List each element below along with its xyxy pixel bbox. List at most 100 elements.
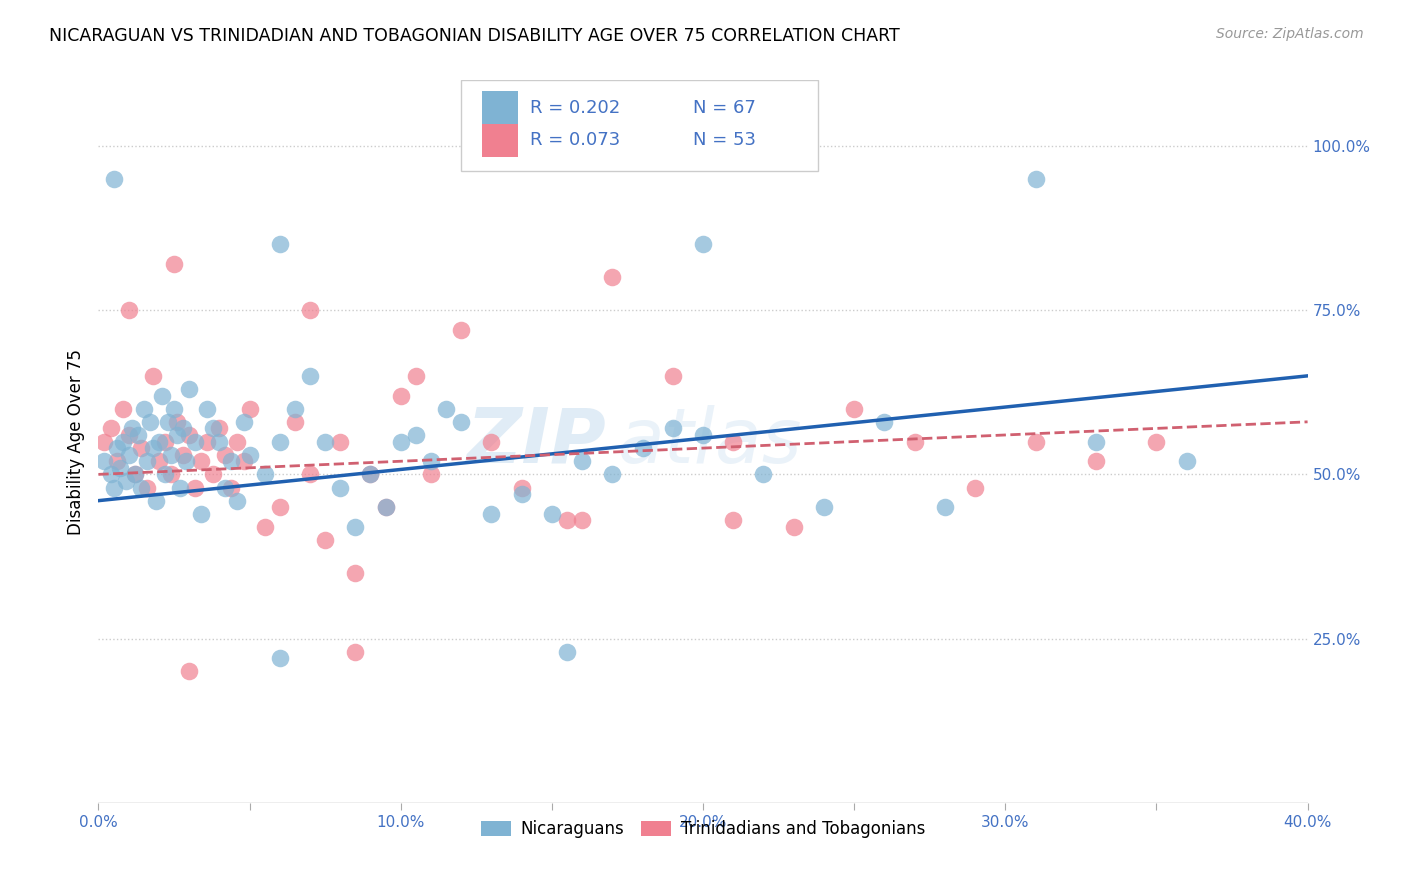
Point	[723, 513, 745, 527]
Text: R = 0.202: R = 0.202	[530, 99, 620, 117]
Point	[239, 448, 262, 462]
Point	[661, 421, 683, 435]
Point	[450, 415, 472, 429]
Point	[510, 481, 533, 495]
Text: NICARAGUAN VS TRINIDADIAN AND TOBAGONIAN DISABILITY AGE OVER 75 CORRELATION CHAR: NICARAGUAN VS TRINIDADIAN AND TOBAGONIAN…	[49, 27, 900, 45]
Point	[269, 237, 291, 252]
Point	[1144, 434, 1167, 449]
Point	[631, 441, 654, 455]
Point	[202, 421, 225, 435]
Point	[510, 487, 533, 501]
Point	[873, 415, 896, 429]
Point	[93, 454, 115, 468]
Point	[184, 434, 207, 449]
Point	[232, 454, 254, 468]
Point	[420, 467, 443, 482]
FancyBboxPatch shape	[482, 92, 517, 124]
Point	[934, 500, 956, 515]
Point	[179, 428, 201, 442]
Point	[214, 481, 236, 495]
Point	[103, 481, 125, 495]
Point	[163, 401, 186, 416]
Point	[405, 428, 427, 442]
Point	[148, 434, 170, 449]
Point	[195, 401, 218, 416]
Point	[602, 467, 624, 482]
Point	[253, 520, 276, 534]
Point	[150, 388, 173, 402]
Point	[208, 421, 231, 435]
Point	[132, 401, 155, 416]
Point	[481, 507, 503, 521]
Legend: Nicaraguans, Trinidadians and Tobagonians: Nicaraguans, Trinidadians and Tobagonian…	[474, 814, 932, 845]
Point	[169, 481, 191, 495]
Point	[172, 421, 194, 435]
Point	[139, 415, 162, 429]
Point	[163, 257, 186, 271]
Text: ZIP: ZIP	[467, 405, 606, 478]
Point	[555, 513, 578, 527]
Point	[172, 448, 194, 462]
Point	[221, 454, 243, 468]
Point	[723, 434, 745, 449]
Point	[329, 434, 352, 449]
Point	[118, 303, 141, 318]
Point	[1085, 434, 1108, 449]
Point	[965, 481, 987, 495]
Point	[692, 237, 714, 252]
Point	[269, 651, 291, 665]
Text: N = 53: N = 53	[693, 131, 756, 149]
Point	[124, 467, 146, 482]
Point	[135, 454, 157, 468]
Point	[389, 388, 412, 402]
Point	[118, 428, 141, 442]
Point	[111, 401, 134, 416]
Point	[844, 401, 866, 416]
Y-axis label: Disability Age Over 75: Disability Age Over 75	[66, 349, 84, 534]
Point	[100, 467, 122, 482]
Point	[481, 434, 503, 449]
Point	[661, 368, 683, 383]
Point	[1024, 434, 1046, 449]
Point	[314, 533, 336, 547]
Point	[129, 441, 152, 455]
Point	[420, 454, 443, 468]
Point	[374, 500, 396, 515]
Point	[124, 467, 146, 482]
Point	[166, 428, 188, 442]
Point	[121, 421, 143, 435]
Point	[108, 460, 131, 475]
Point	[239, 401, 262, 416]
Point	[344, 566, 367, 580]
Text: Source: ZipAtlas.com: Source: ZipAtlas.com	[1216, 27, 1364, 41]
Point	[344, 645, 367, 659]
Point	[214, 448, 236, 462]
Point	[208, 434, 231, 449]
Point	[1085, 454, 1108, 468]
Point	[571, 513, 593, 527]
Point	[692, 428, 714, 442]
FancyBboxPatch shape	[461, 80, 818, 170]
Point	[93, 434, 115, 449]
Point	[314, 434, 336, 449]
Point	[221, 481, 243, 495]
Point	[179, 665, 201, 679]
Point	[389, 434, 412, 449]
Point	[284, 401, 307, 416]
Point	[153, 467, 176, 482]
Point	[195, 434, 218, 449]
Point	[226, 434, 249, 449]
Point	[253, 467, 276, 482]
Point	[434, 401, 457, 416]
Point	[374, 500, 396, 515]
Point	[105, 454, 128, 468]
Point	[103, 171, 125, 186]
Point	[190, 507, 212, 521]
Point	[813, 500, 835, 515]
Point	[450, 323, 472, 337]
Point	[344, 520, 367, 534]
Point	[202, 467, 225, 482]
Point	[299, 368, 322, 383]
Point	[160, 467, 183, 482]
Point	[142, 441, 165, 455]
